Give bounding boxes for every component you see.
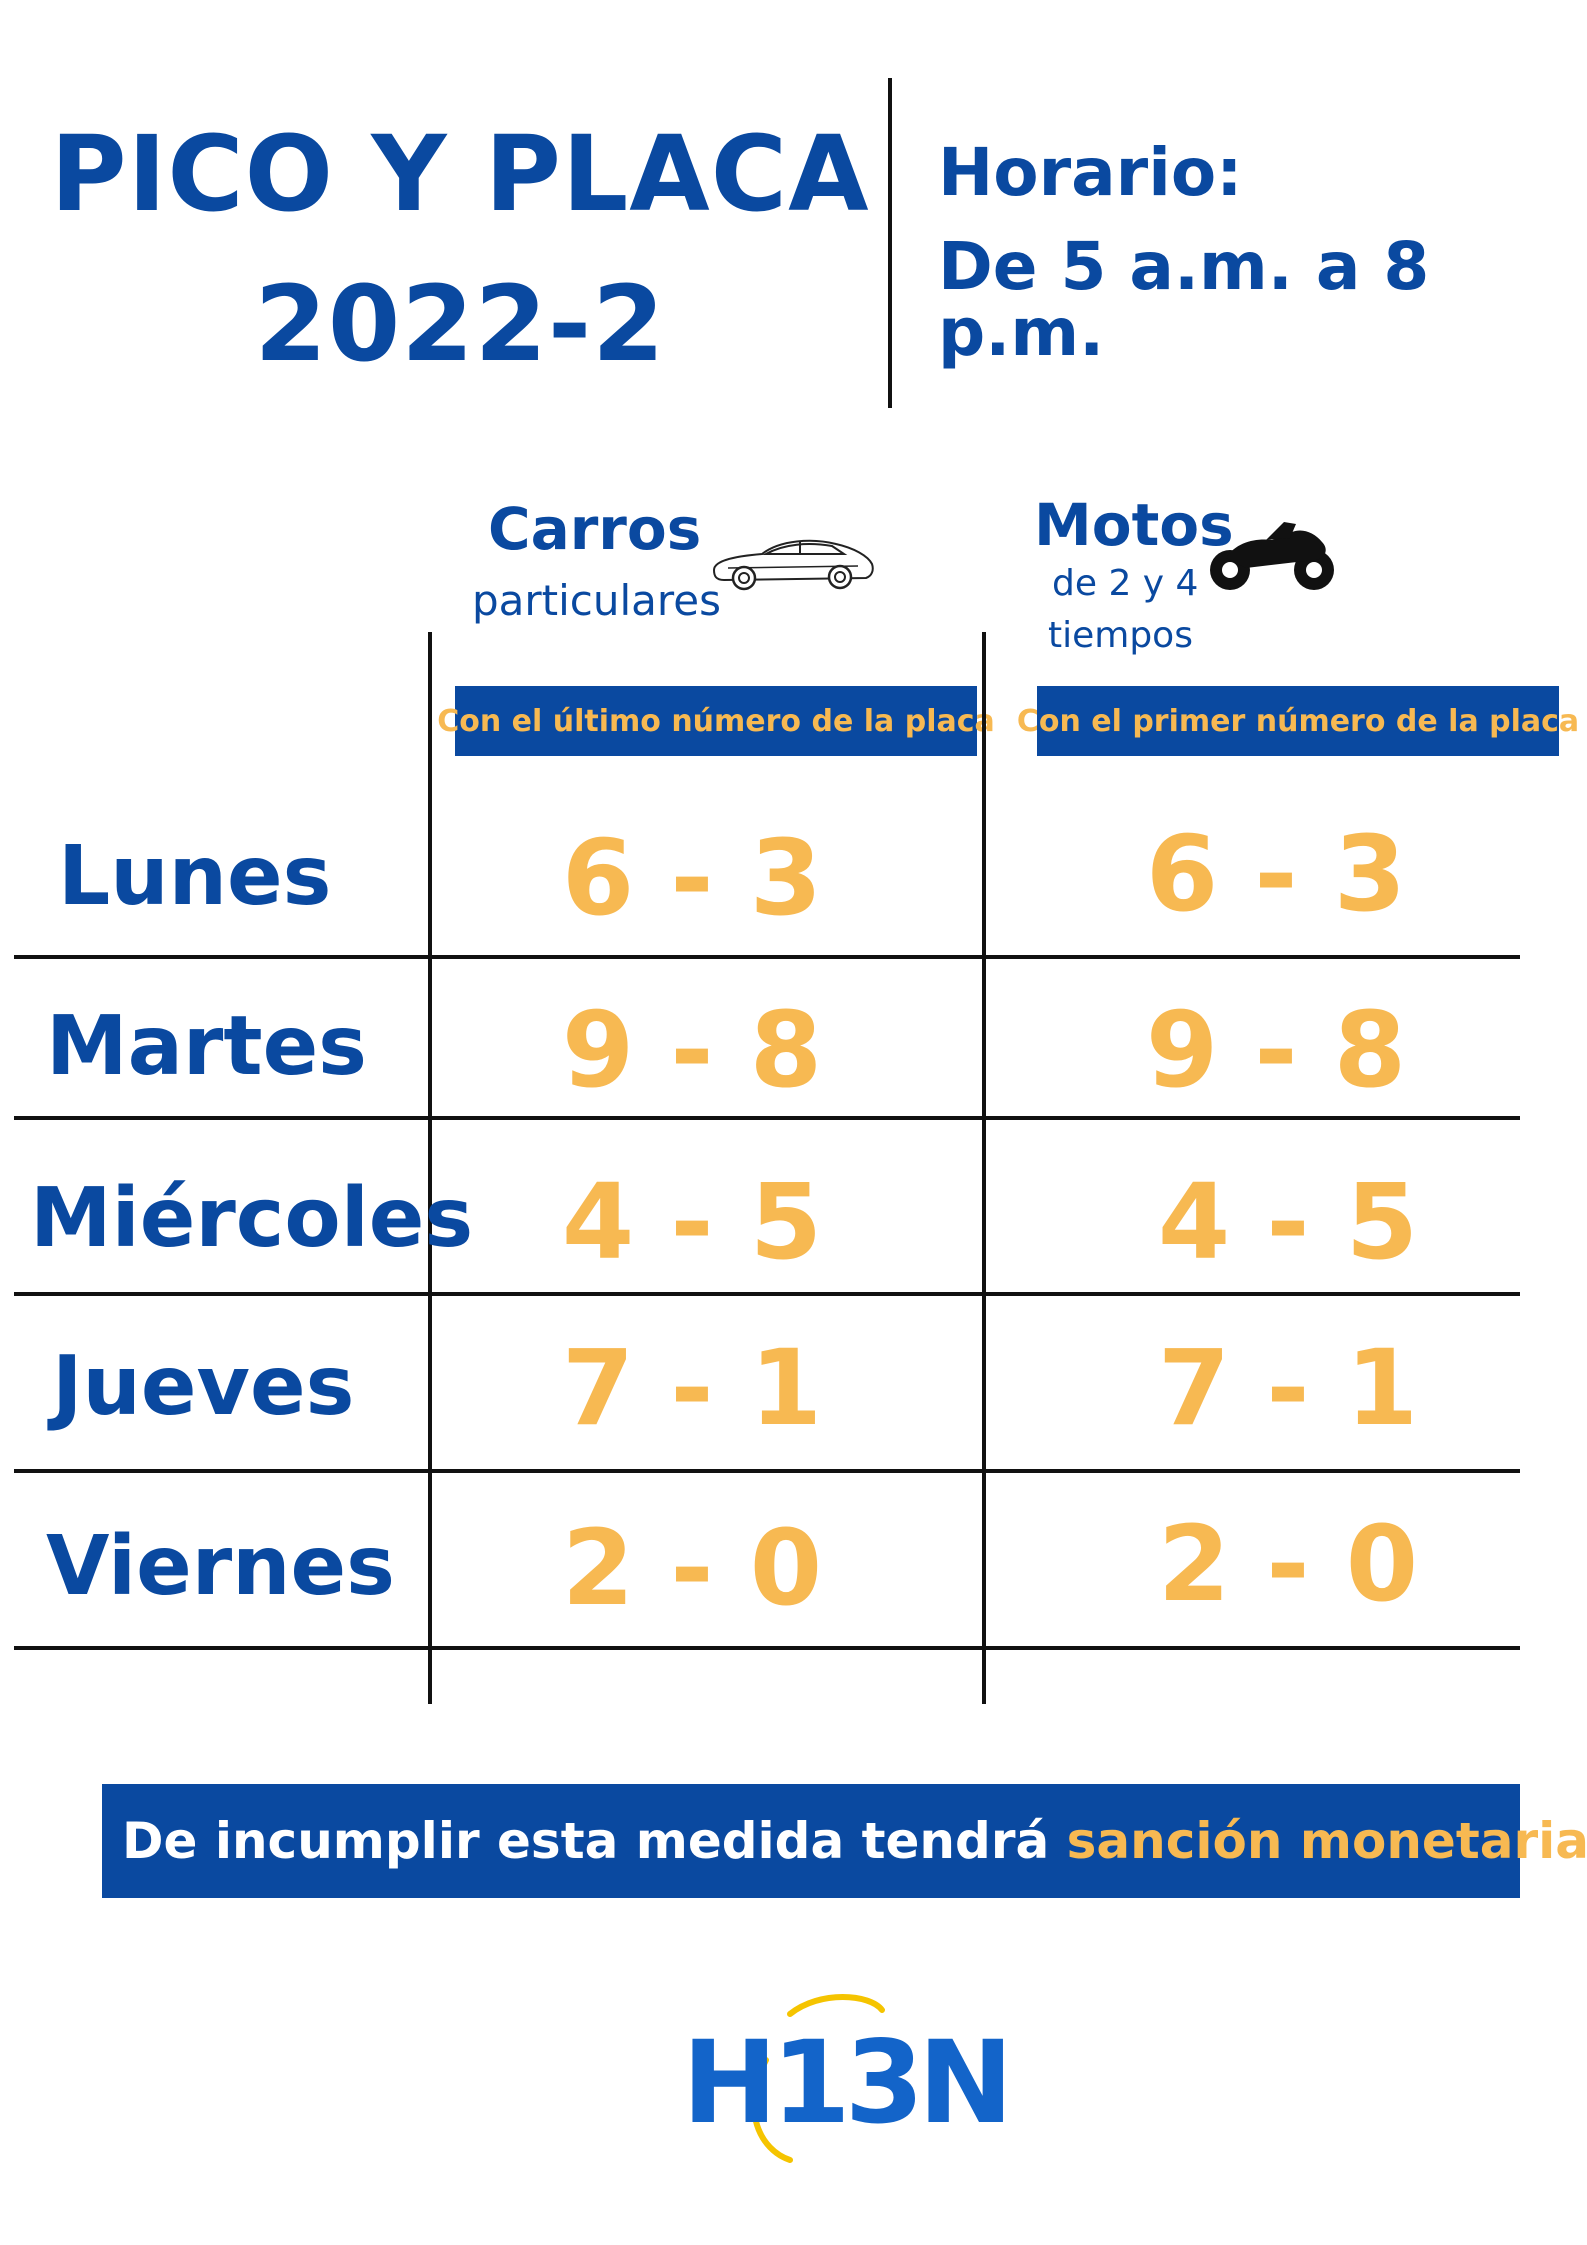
- h13n-logo: H13N: [670, 1990, 1013, 2170]
- schedule-label: Horario:: [938, 134, 1243, 211]
- notice-highlight: sanción monetaria.: [1066, 1812, 1587, 1870]
- cars-digits: 2 - 0: [561, 1507, 823, 1629]
- motos-digits: 9 - 8: [1145, 989, 1407, 1111]
- car-icon: [712, 539, 874, 591]
- cars-digits: 7 - 1: [561, 1327, 823, 1449]
- motos-digits: 2 - 0: [1157, 1503, 1419, 1625]
- table-row-divider: [14, 1116, 1520, 1120]
- table-row-divider: [14, 1646, 1520, 1650]
- schedule-value: De 5 a.m. a 8 p.m.: [938, 228, 1430, 371]
- table-divider-left: [428, 632, 432, 1704]
- motos-column-subtitle-1: de 2 y 4: [1052, 563, 1199, 604]
- cars-column-title: Carros: [488, 495, 702, 563]
- table-divider-right: [982, 632, 986, 1704]
- logo-swoosh: [751, 1994, 885, 2163]
- day-label: Martes: [46, 999, 367, 1094]
- page-title: PICO Y PLACA: [50, 113, 870, 235]
- motos-digits: 7 - 1: [1157, 1327, 1419, 1449]
- table-row-divider: [14, 955, 1520, 959]
- day-label: Lunes: [58, 829, 332, 924]
- cars-column-subtitle: particulares: [472, 576, 721, 625]
- day-label: Miércoles: [30, 1171, 474, 1266]
- table-row-divider: [14, 1469, 1520, 1473]
- motos-column-subtitle-2: tiempos: [1048, 615, 1193, 656]
- cars-digits: 4 - 5: [561, 1161, 823, 1283]
- cars-digits: 9 - 8: [561, 989, 823, 1111]
- logo-text: H13N: [682, 2016, 1013, 2149]
- motos-column-title: Motos: [1034, 491, 1234, 559]
- cars-rule-tag: Con el último número de la placa: [437, 686, 995, 756]
- table-row-divider: [14, 1292, 1520, 1296]
- day-label: Jueves: [52, 1339, 355, 1434]
- notice-text: De incumplir esta medida tendrá: [122, 1812, 1067, 1870]
- day-label: Viernes: [46, 1519, 395, 1614]
- header-divider: [888, 78, 892, 408]
- sanction-notice: De incumplir esta medida tendrá sanción …: [102, 1784, 1587, 1898]
- motos-rule-tag: Con el primer número de la placa: [1017, 686, 1579, 756]
- cars-digits: 6 - 3: [561, 817, 823, 939]
- motos-digits: 6 - 3: [1145, 813, 1407, 935]
- page-subtitle-year: 2022-2: [254, 263, 666, 385]
- motorcycle-icon: [1210, 522, 1334, 590]
- motos-digits: 4 - 5: [1157, 1161, 1419, 1283]
